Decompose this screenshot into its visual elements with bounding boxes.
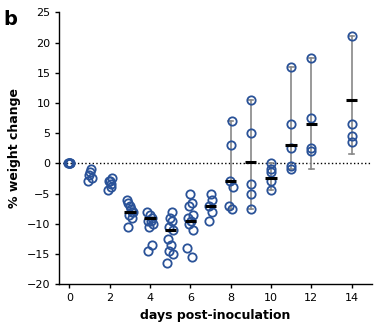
Y-axis label: % weight change: % weight change	[8, 88, 21, 208]
X-axis label: days post-inoculation: days post-inoculation	[140, 309, 291, 322]
Text: b: b	[4, 10, 18, 29]
